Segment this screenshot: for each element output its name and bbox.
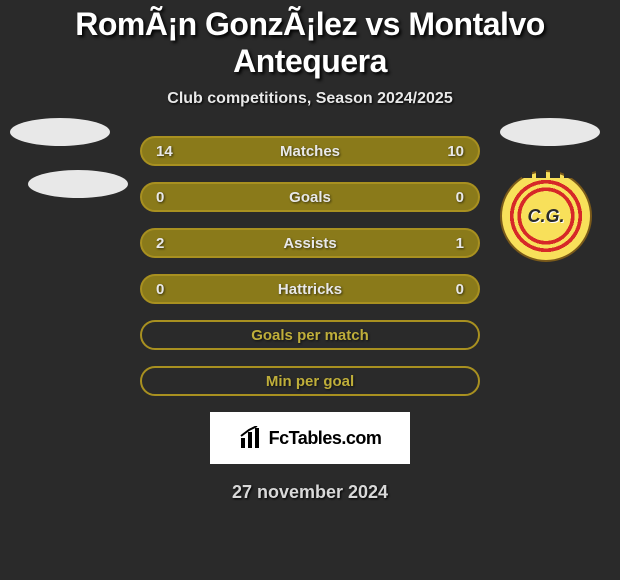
stat-row-hattricks: 0 Hattricks 0 bbox=[140, 274, 480, 304]
bar-chart-icon bbox=[239, 426, 263, 450]
stat-left-value: 0 bbox=[156, 189, 164, 206]
fctables-logo-box[interactable]: FcTables.com bbox=[210, 412, 410, 464]
stat-rows: 14 Matches 10 0 Goals 0 2 Assists 1 0 Ha… bbox=[0, 136, 620, 396]
stat-label: Assists bbox=[283, 235, 336, 252]
stat-row-goals: 0 Goals 0 bbox=[140, 182, 480, 212]
stat-left-value: 14 bbox=[156, 143, 173, 160]
stat-right-value: 0 bbox=[456, 189, 464, 206]
page-title: RomÃ¡n GonzÃ¡lez vs Montalvo Antequera bbox=[0, 6, 620, 80]
stat-right-value: 1 bbox=[456, 235, 464, 252]
stat-right-value: 10 bbox=[447, 143, 464, 160]
stat-right-value: 0 bbox=[456, 281, 464, 298]
stat-label: Goals per match bbox=[251, 327, 369, 344]
page-subtitle: Club competitions, Season 2024/2025 bbox=[0, 90, 620, 108]
stat-label: Goals bbox=[289, 189, 331, 206]
stat-row-matches: 14 Matches 10 bbox=[140, 136, 480, 166]
stat-left-value: 0 bbox=[156, 281, 164, 298]
stat-left-value: 2 bbox=[156, 235, 164, 252]
stat-row-assists: 2 Assists 1 bbox=[140, 228, 480, 258]
stat-label: Min per goal bbox=[266, 373, 354, 390]
comparison-container: RomÃ¡n GonzÃ¡lez vs Montalvo Antequera C… bbox=[0, 0, 620, 580]
date-text: 27 november 2024 bbox=[0, 482, 620, 503]
stat-row-min-per-goal: Min per goal bbox=[140, 366, 480, 396]
stat-label: Hattricks bbox=[278, 281, 342, 298]
stat-row-goals-per-match: Goals per match bbox=[140, 320, 480, 350]
stat-label: Matches bbox=[280, 143, 340, 160]
fctables-logo-text: FcTables.com bbox=[269, 428, 382, 449]
